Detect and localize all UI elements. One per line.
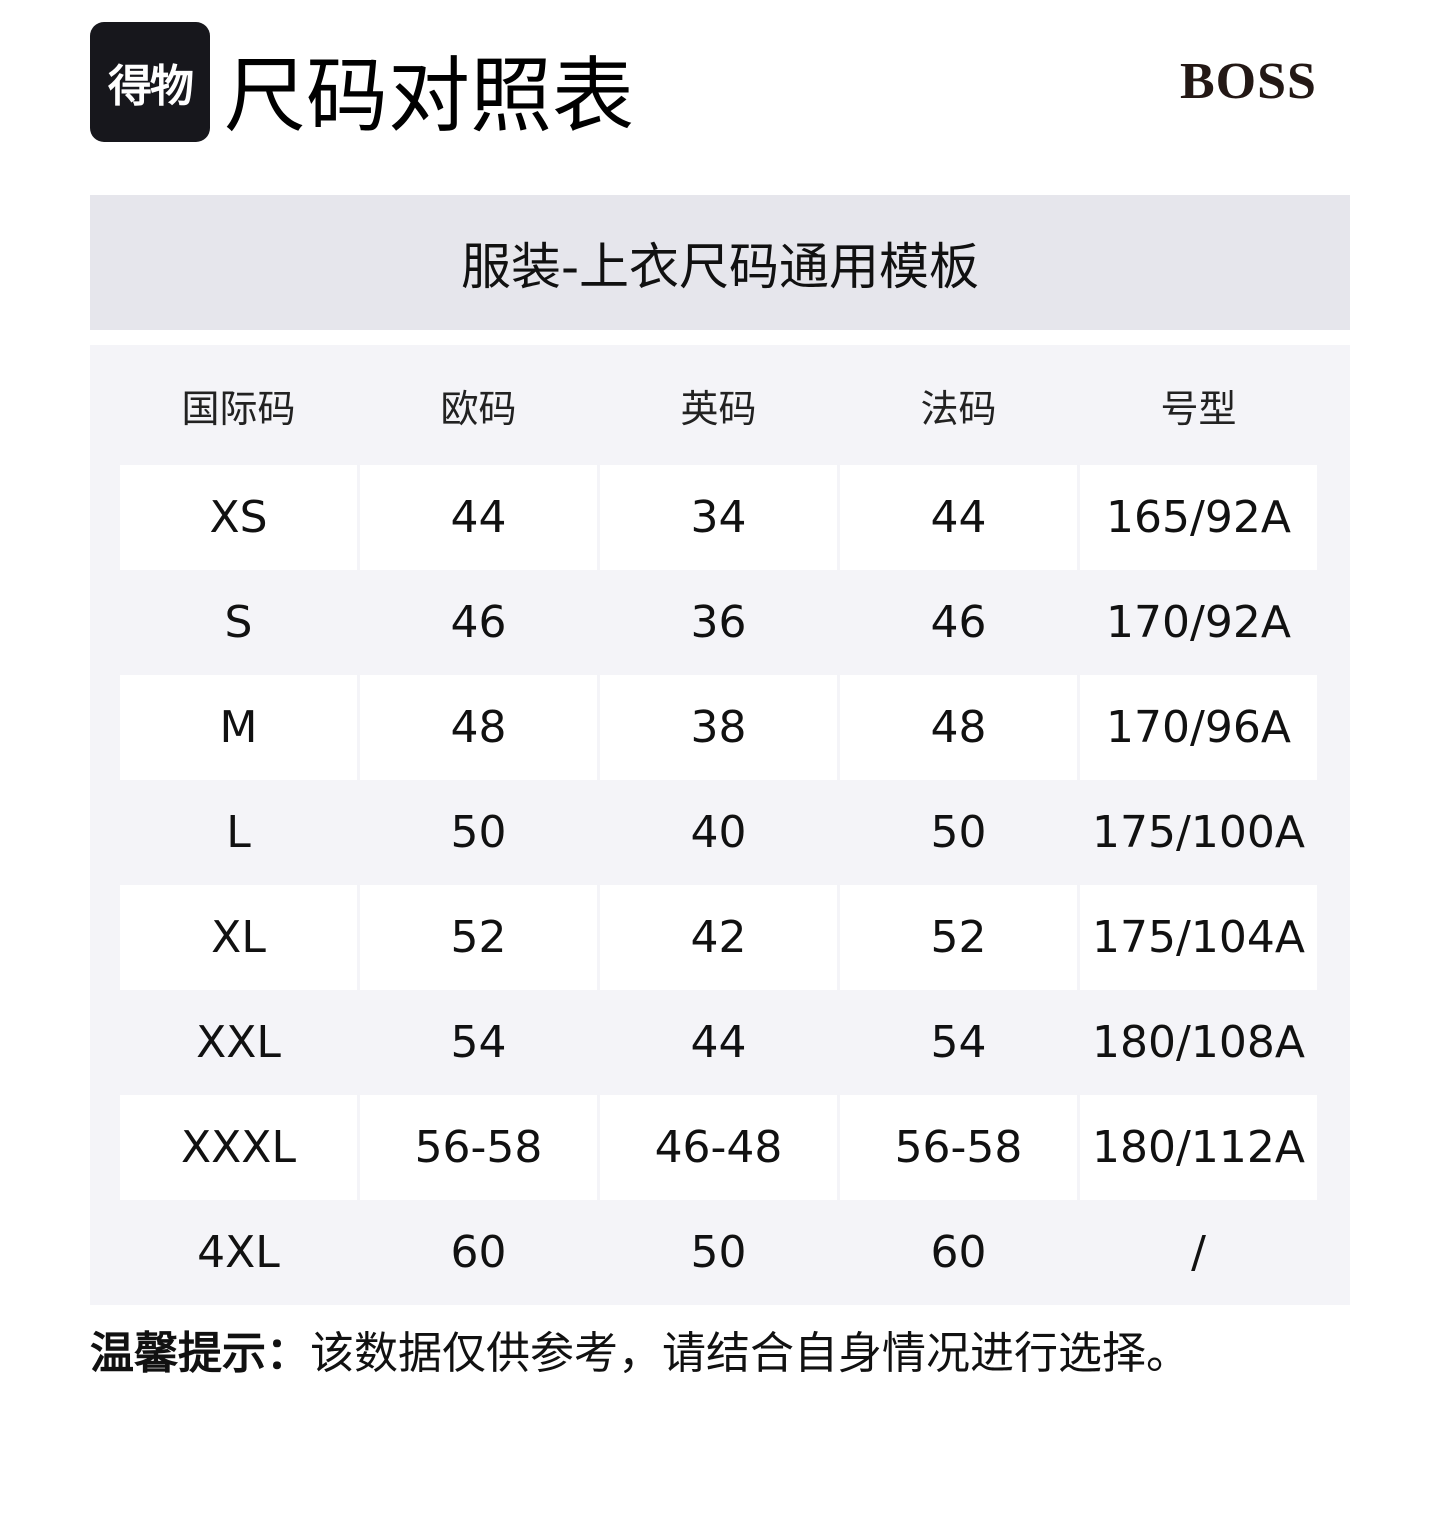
table-row: L 50 40 50 175/100A bbox=[120, 780, 1320, 885]
table-cell: L bbox=[226, 807, 251, 858]
table-cell: XS bbox=[120, 465, 357, 570]
table-cell: 36 bbox=[690, 597, 747, 648]
table-cell: 50 bbox=[450, 807, 507, 858]
table-header: 国际码 欧码 英码 法码 号型 bbox=[120, 345, 1320, 465]
column-header: 欧码 bbox=[440, 386, 517, 431]
column-header: 国际码 bbox=[181, 386, 296, 431]
table-cell: 175/100A bbox=[1092, 807, 1305, 858]
table-cell: 56-58 bbox=[360, 1095, 597, 1200]
table-cell: 180/108A bbox=[1092, 1017, 1305, 1068]
table-cell: 165/92A bbox=[1080, 465, 1317, 570]
table-cell: 180/112A bbox=[1080, 1095, 1317, 1200]
table-cell: XXL bbox=[196, 1017, 281, 1068]
table-cell: 60 bbox=[450, 1227, 507, 1278]
table-cell: 54 bbox=[930, 1017, 987, 1068]
table-cell: 54 bbox=[450, 1017, 507, 1068]
table-cell: 40 bbox=[690, 807, 747, 858]
table-cell: 34 bbox=[600, 465, 837, 570]
table-row: XS 44 34 44 165/92A bbox=[120, 465, 1320, 570]
table-cell: 48 bbox=[360, 675, 597, 780]
table-cell: 4XL bbox=[197, 1227, 280, 1278]
table-cell: 48 bbox=[840, 675, 1077, 780]
table-row: 4XL 60 50 60 / bbox=[120, 1200, 1320, 1305]
table-cell: 44 bbox=[360, 465, 597, 570]
template-banner: 服装-上衣尺码通用模板 bbox=[90, 195, 1350, 330]
table-cell: 38 bbox=[600, 675, 837, 780]
table-cell: / bbox=[1191, 1227, 1206, 1278]
table-cell: 46 bbox=[450, 597, 507, 648]
column-header: 法码 bbox=[920, 386, 997, 431]
table-cell: 46 bbox=[930, 597, 987, 648]
table-row: XXXL 56-58 46-48 56-58 180/112A bbox=[120, 1095, 1320, 1200]
table-cell: XXXL bbox=[120, 1095, 357, 1200]
table-cell: 46-48 bbox=[600, 1095, 837, 1200]
table-cell: 170/92A bbox=[1106, 597, 1291, 648]
brand-logo: BOSS bbox=[1180, 53, 1317, 110]
table-cell: 56-58 bbox=[840, 1095, 1077, 1200]
table-row: M 48 38 48 170/96A bbox=[120, 675, 1320, 780]
table-cell: 44 bbox=[840, 465, 1077, 570]
table-cell: 42 bbox=[600, 885, 837, 990]
size-table: 国际码 欧码 英码 法码 号型 XS 44 34 44 165/92A S 46 36 46 170/92… bbox=[90, 345, 1350, 1305]
table-cell: S bbox=[224, 597, 253, 648]
tip-note: 温馨提示：该数据仅供参考，请结合自身情况进行选择。 bbox=[90, 1322, 1190, 1386]
table-cell: 170/96A bbox=[1080, 675, 1317, 780]
column-header: 英码 bbox=[680, 386, 757, 431]
tip-label: 温馨提示： bbox=[90, 1328, 310, 1379]
column-header: 号型 bbox=[1160, 386, 1237, 431]
table-cell: M bbox=[120, 675, 357, 780]
table-cell: 52 bbox=[360, 885, 597, 990]
page-title: 尺码对照表 bbox=[224, 49, 635, 144]
table-row: XL 52 42 52 175/104A bbox=[120, 885, 1320, 990]
table-cell: 52 bbox=[840, 885, 1077, 990]
tip-text: 该数据仅供参考，请结合自身情况进行选择。 bbox=[310, 1328, 1190, 1379]
table-cell: 175/104A bbox=[1080, 885, 1317, 990]
table-row: S 46 36 46 170/92A bbox=[120, 570, 1320, 675]
table-cell: 50 bbox=[930, 807, 987, 858]
table-cell: 60 bbox=[930, 1227, 987, 1278]
table-cell: XL bbox=[120, 885, 357, 990]
dewu-logo: 得物 bbox=[90, 22, 210, 142]
table-cell: 50 bbox=[690, 1227, 747, 1278]
table-cell: 44 bbox=[690, 1017, 747, 1068]
table-row: XXL 54 44 54 180/108A bbox=[120, 990, 1320, 1095]
